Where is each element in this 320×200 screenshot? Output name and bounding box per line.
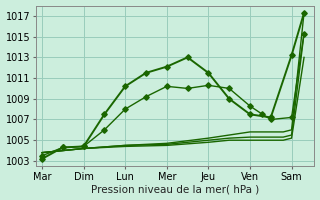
X-axis label: Pression niveau de la mer( hPa ): Pression niveau de la mer( hPa ) (91, 184, 259, 194)
